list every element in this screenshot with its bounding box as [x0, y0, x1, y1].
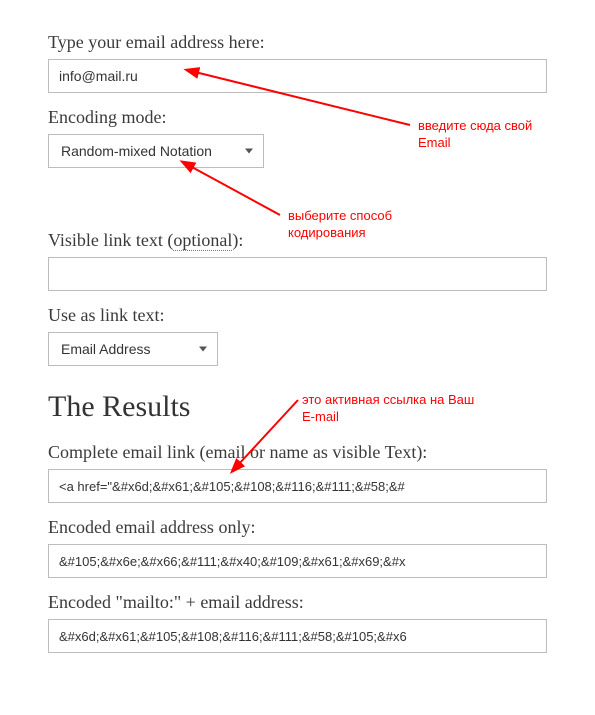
encoding-selected-text: Random-mixed Notation — [61, 143, 212, 159]
encoded-only-output[interactable]: &#105;&#x6e;&#x66;&#111;&#x40;&#109;&#x6… — [48, 544, 547, 578]
chevron-down-icon — [199, 347, 207, 352]
mailto-block: Encoded "mailto:" + email address: &#x6d… — [48, 592, 547, 653]
visible-text-label-suffix: ): — [232, 230, 243, 250]
encoded-only-block: Encoded email address only: &#105;&#x6e;… — [48, 517, 547, 578]
encoding-label: Encoding mode: — [48, 107, 547, 128]
visible-text-label: Visible link text (optional): — [48, 230, 547, 251]
results-heading: The Results — [48, 390, 547, 424]
mailto-output[interactable]: &#x6d;&#x61;&#105;&#108;&#116;&#111;&#58… — [48, 619, 547, 653]
use-as-select[interactable]: Email Address — [48, 332, 218, 366]
chevron-down-icon — [245, 149, 253, 154]
email-label: Type your email address here: — [48, 32, 547, 53]
use-as-label: Use as link text: — [48, 305, 547, 326]
complete-link-block: Complete email link (email or name as vi… — [48, 442, 547, 503]
complete-link-output[interactable]: <a href="&#x6d;&#x61;&#105;&#108;&#116;&… — [48, 469, 547, 503]
visible-text-input[interactable] — [48, 257, 547, 291]
mailto-label: Encoded "mailto:" + email address: — [48, 592, 547, 613]
encoded-only-label: Encoded email address only: — [48, 517, 547, 538]
encoding-select[interactable]: Random-mixed Notation — [48, 134, 264, 168]
spacer — [48, 182, 547, 230]
email-field-block: Type your email address here: — [48, 32, 547, 93]
visible-text-field-block: Visible link text (optional): — [48, 230, 547, 291]
complete-link-label: Complete email link (email or name as vi… — [48, 442, 547, 463]
use-as-selected-text: Email Address — [61, 341, 150, 357]
visible-text-label-prefix: Visible link text ( — [48, 230, 173, 250]
visible-text-optional: optional — [173, 230, 232, 251]
use-as-field-block: Use as link text: Email Address — [48, 305, 547, 366]
email-input[interactable] — [48, 59, 547, 93]
encoding-field-block: Encoding mode: Random-mixed Notation — [48, 107, 547, 168]
